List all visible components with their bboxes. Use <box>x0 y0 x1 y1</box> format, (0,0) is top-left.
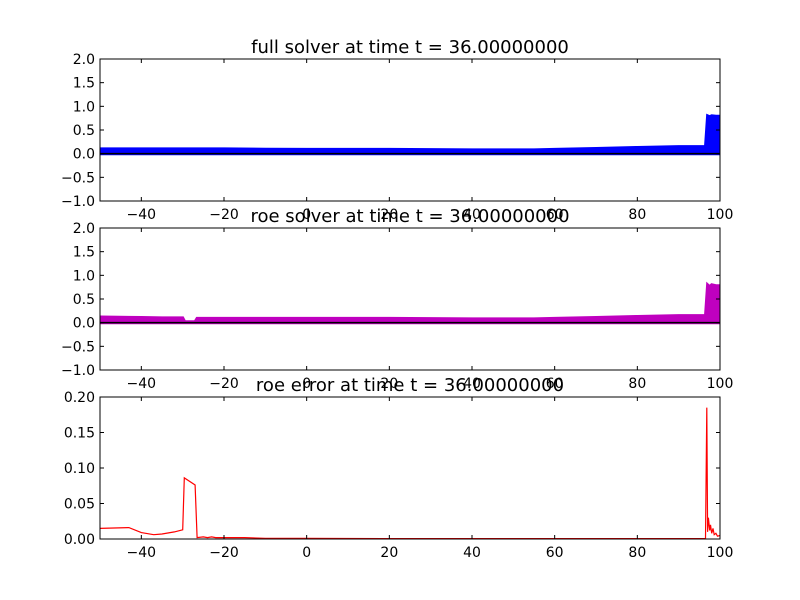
full-solver-ytick-label: 1.5 <box>73 76 95 92</box>
roe-error-ytick-label: 0.15 <box>64 426 95 442</box>
roe-error-xtick-label: 20 <box>380 545 398 561</box>
roe-error-ytick-label: 0.00 <box>64 532 95 548</box>
roe-solver-ytick-label: 1.0 <box>73 268 95 284</box>
roe-solver-xtick-label: 0 <box>302 376 311 392</box>
roe-error-xtick-label: −40 <box>127 545 157 561</box>
full-solver-ytick-label: −0.5 <box>61 170 95 186</box>
full-solver-axes-frame <box>99 58 721 202</box>
roe-solver-ytick-label: −1.0 <box>61 363 95 379</box>
roe-error-xtick-label: 100 <box>707 545 734 561</box>
roe-error-xtick-label: −20 <box>209 545 239 561</box>
roe-solver-xtick-label: 60 <box>546 376 564 392</box>
roe-solver-xtick-label: −20 <box>209 376 239 392</box>
roe-solver-xtick-label: 40 <box>463 376 481 392</box>
roe-error-series-line <box>100 407 720 539</box>
roe-solver-xtick-label: −40 <box>127 376 157 392</box>
full-solver-xtick-label: 40 <box>463 207 481 223</box>
roe-error-ytick-label: 0.05 <box>64 497 95 513</box>
full-solver-xtick-label: 0 <box>302 207 311 223</box>
full-solver-xtick-label: 20 <box>380 207 398 223</box>
roe-solver-xtick-label: 80 <box>628 376 646 392</box>
full-solver-series-area <box>100 113 720 156</box>
full-solver-xtick-label: 80 <box>628 207 646 223</box>
roe-error-xtick-label: 80 <box>628 545 646 561</box>
roe-error-title: roe error at time t = 36.00000000 <box>256 375 564 396</box>
roe-solver-series-area <box>100 281 720 325</box>
roe-solver-ytick-label: 2.0 <box>73 221 95 237</box>
full-solver-panel: −40 −20 0 20 40 60 80 100 −1.0 −0.5 0.0 0.5 1.0 1.5 2.… <box>61 37 733 223</box>
roe-error-ytick-label: 0.20 <box>64 390 95 406</box>
roe-error-axes-frame <box>99 396 721 540</box>
roe-solver-title: roe solver at time t = 36.00000000 <box>250 206 569 227</box>
full-solver-ytick-label: 0.5 <box>73 123 95 139</box>
roe-error-panel: −40 −20 0 20 40 60 80 100 0.00 0.05 0.10 0.15 0.20 ro… <box>64 375 734 561</box>
full-solver-ytick-label: 0.0 <box>73 147 95 163</box>
roe-solver-ytick-label: 0.5 <box>73 292 95 308</box>
roe-error-ytick-label: 0.10 <box>64 461 95 477</box>
full-solver-ytick-label: 1.0 <box>73 99 95 115</box>
full-solver-title: full solver at time t = 36.00000000 <box>251 37 569 58</box>
roe-solver-ytick-label: 0.0 <box>73 316 95 332</box>
roe-solver-panel: −40 −20 0 20 40 60 80 100 −1.0 −0.5 0.0 0.5 1.0 1.5 2.… <box>61 206 733 392</box>
roe-error-xtick-label: 40 <box>463 545 481 561</box>
full-solver-ytick-label: 2.0 <box>73 52 95 68</box>
roe-solver-axes-frame <box>99 227 721 371</box>
full-solver-ytick-label: −1.0 <box>61 194 95 210</box>
roe-solver-xtick-label: 20 <box>380 376 398 392</box>
roe-solver-xtick-label: 100 <box>707 376 734 392</box>
roe-error-xtick-label: 0 <box>302 545 311 561</box>
roe-error-xtick-label: 60 <box>546 545 564 561</box>
full-solver-xtick-label: 60 <box>546 207 564 223</box>
full-solver-xtick-label: −40 <box>127 207 157 223</box>
full-solver-xtick-label: −20 <box>209 207 239 223</box>
full-solver-xtick-label: 100 <box>707 207 734 223</box>
roe-solver-ytick-label: −0.5 <box>61 339 95 355</box>
roe-solver-ytick-label: 1.5 <box>73 245 95 261</box>
